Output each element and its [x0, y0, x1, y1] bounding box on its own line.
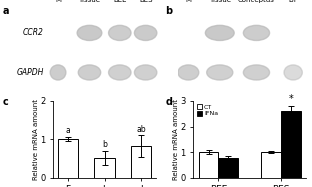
Text: BT: BT: [289, 0, 298, 3]
Text: BEE: BEE: [113, 0, 127, 3]
Text: Tissue: Tissue: [209, 0, 231, 3]
Text: M: M: [55, 0, 61, 3]
Text: CCR2: CCR2: [23, 28, 44, 37]
Text: a: a: [66, 126, 70, 135]
Text: d: d: [165, 97, 172, 107]
Ellipse shape: [109, 65, 131, 80]
Bar: [58, 139, 78, 178]
Y-axis label: Relative mRNA amount: Relative mRNA amount: [173, 99, 179, 180]
Ellipse shape: [284, 65, 302, 80]
Text: GAPDH: GAPDH: [16, 68, 44, 77]
Ellipse shape: [50, 65, 66, 80]
Y-axis label: Relative mRNA amount: Relative mRNA amount: [33, 99, 39, 180]
Text: *: *: [288, 94, 293, 104]
Text: Conceptus: Conceptus: [238, 0, 275, 3]
Ellipse shape: [178, 65, 199, 80]
Bar: [95, 158, 115, 178]
Ellipse shape: [134, 25, 157, 41]
Text: Tissue: Tissue: [79, 0, 100, 3]
Bar: [281, 111, 301, 178]
Text: ab: ab: [136, 125, 146, 134]
Text: c: c: [3, 97, 9, 107]
Ellipse shape: [109, 25, 131, 41]
Text: b: b: [165, 6, 173, 16]
Ellipse shape: [205, 25, 234, 41]
Bar: [131, 146, 151, 178]
Ellipse shape: [207, 65, 233, 80]
Ellipse shape: [243, 25, 270, 41]
Text: b: b: [102, 140, 107, 149]
Text: BES: BES: [139, 0, 152, 3]
Ellipse shape: [77, 25, 102, 41]
Legend: CT, IFNa: CT, IFNa: [197, 104, 218, 117]
Text: a: a: [3, 6, 10, 16]
Bar: [218, 159, 238, 178]
Bar: [261, 152, 281, 178]
Ellipse shape: [78, 65, 101, 80]
Text: M: M: [185, 0, 191, 3]
Bar: [198, 152, 218, 178]
Ellipse shape: [134, 65, 157, 80]
Ellipse shape: [243, 65, 270, 80]
